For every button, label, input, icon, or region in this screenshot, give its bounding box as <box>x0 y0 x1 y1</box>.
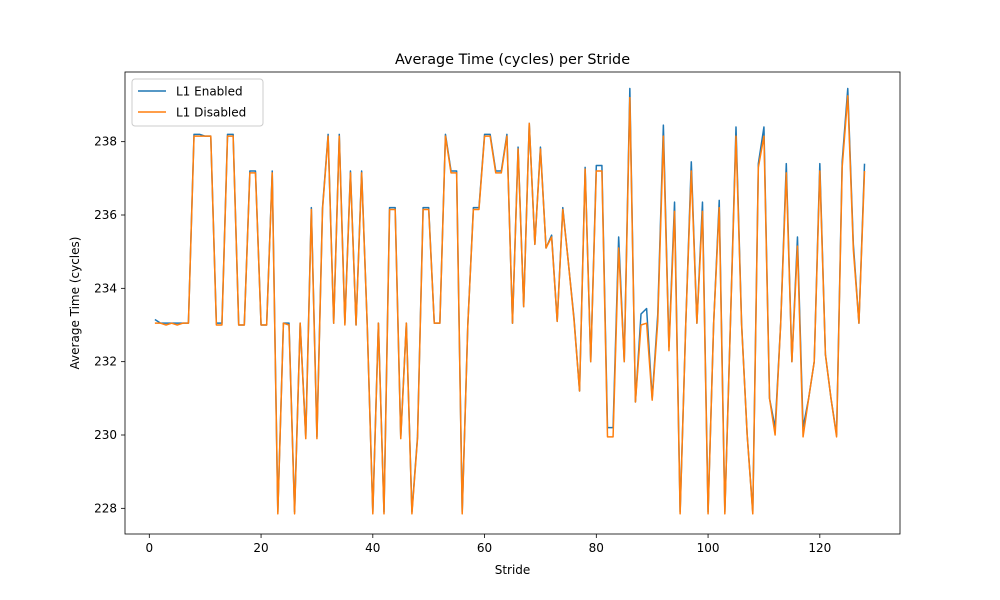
series-layer <box>154 87 866 515</box>
plot-frame <box>124 71 901 535</box>
x-tick-label: 0 <box>145 541 153 555</box>
x-tick-label: 40 <box>365 541 380 555</box>
y-tick-label: 232 <box>94 355 117 369</box>
x-axis-title: Stride <box>495 563 531 577</box>
x-tick-label: 100 <box>697 541 720 555</box>
x-tick-label: 60 <box>477 541 492 555</box>
y-tick-label: 234 <box>94 281 117 295</box>
y-tick-label: 236 <box>94 208 117 222</box>
x-tick-label: 20 <box>253 541 268 555</box>
y-tick-label: 230 <box>94 428 117 442</box>
x-tick-label: 80 <box>589 541 604 555</box>
chart-title: Average Time (cycles) per Stride <box>395 52 630 68</box>
y-tick-label: 228 <box>94 501 117 515</box>
x-tick-label: 120 <box>808 541 831 555</box>
legend-label-l1-enabled: L1 Enabled <box>176 85 243 99</box>
y-tick-label: 238 <box>94 135 117 149</box>
x-axis: 0 20 40 60 80 100 120 <box>145 534 831 555</box>
y-axis-title: Average Time (cycles) <box>68 237 82 370</box>
legend-label-l1-disabled: L1 Disabled <box>176 106 246 120</box>
y-axis: 228 230 232 234 236 238 <box>94 135 125 515</box>
legend: L1 Enabled L1 Disabled <box>131 78 264 127</box>
series-line-l1-disabled <box>154 95 866 515</box>
